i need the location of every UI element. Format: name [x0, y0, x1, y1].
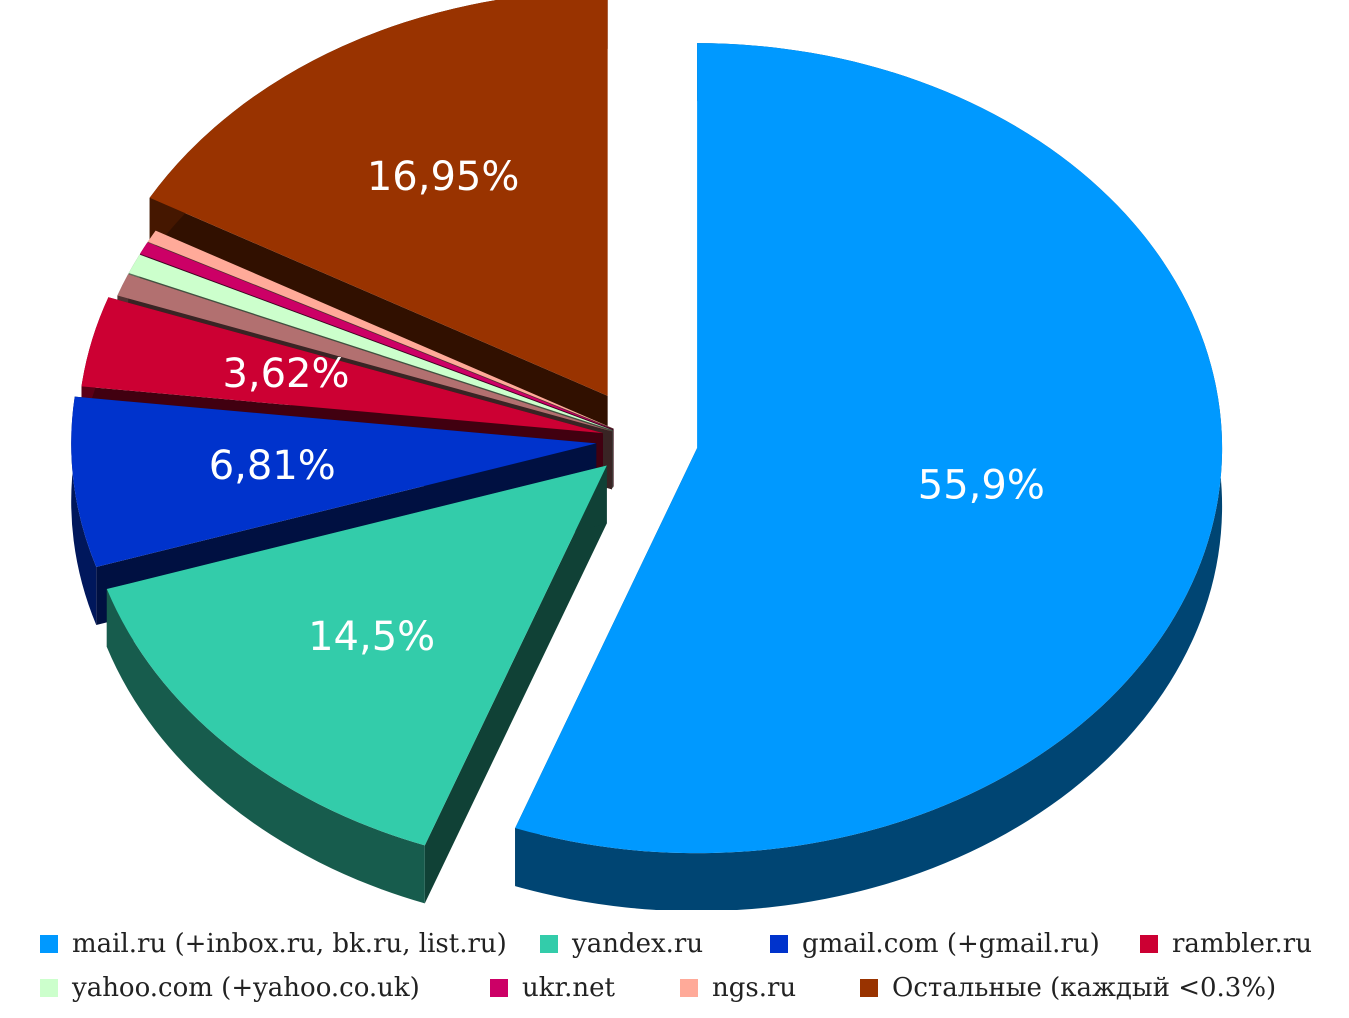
slice-label-0: 55,9%: [918, 462, 1045, 508]
slice-7: [147, 230, 614, 429]
slice-tops: [71, 0, 1223, 854]
legend-swatch: [40, 935, 58, 953]
legend-item: Остальные (каждый <0.3%): [860, 966, 1276, 1010]
slice-label-8: 16,95%: [367, 154, 520, 200]
legend-label: Остальные (каждый <0.3%): [892, 973, 1277, 1003]
legend-label: mail.ru (+inbox.ru, bk.ru, list.ru): [72, 929, 507, 959]
slice-label-1: 14,5%: [308, 614, 435, 660]
legend-item: yahoo.com (+yahoo.co.uk): [40, 966, 420, 1010]
legend-label: gmail.com (+gmail.ru): [802, 929, 1100, 959]
slice-6: [140, 242, 614, 430]
legend-item: rambler.ru: [1140, 922, 1312, 966]
slice-5: [128, 254, 613, 431]
slice-labels: 55,9% 14,5% 6,81% 3,62% 16,95%: [209, 154, 1045, 660]
legend-label: yandex.ru: [572, 929, 704, 959]
legend-item: ngs.ru: [680, 966, 796, 1010]
legend-swatch: [540, 935, 558, 953]
legend-row: yahoo.com (+yahoo.co.uk) ukr.net ngs.ru Ост…: [40, 966, 1330, 1010]
legend-item: mail.ru (+inbox.ru, bk.ru, list.ru): [40, 922, 507, 966]
slice-face-1-0: [424, 465, 607, 904]
legend-row: mail.ru (+inbox.ru, bk.ru, list.ru) yande…: [40, 922, 1330, 966]
legend-swatch: [490, 979, 508, 997]
legend-swatch: [860, 979, 878, 997]
legend-swatch: [40, 979, 58, 997]
pie-chart-svg: 55,9% 14,5% 6,81% 3,62% 16,95%: [71, 0, 1223, 910]
legend: mail.ru (+inbox.ru, bk.ru, list.ru) yande…: [40, 922, 1330, 1010]
slice-wall-1: [106, 589, 425, 904]
legend-label: ukr.net: [522, 973, 615, 1003]
slice-3: [81, 297, 603, 434]
slice-wall-2: [71, 396, 97, 626]
legend-item: gmail.com (+gmail.ru): [770, 922, 1100, 966]
legend-label: rambler.ru: [1172, 929, 1312, 959]
slice-0: [515, 43, 1223, 854]
legend-item: yandex.ru: [540, 922, 703, 966]
slice-label-2: 6,81%: [209, 443, 336, 489]
legend-item: ukr.net: [490, 966, 615, 1010]
slice-8: [149, 0, 608, 396]
legend-label: yahoo.com (+yahoo.co.uk): [72, 973, 420, 1003]
legend-swatch: [1140, 935, 1158, 953]
legend-swatch: [680, 979, 698, 997]
slice-1: [106, 465, 607, 846]
legend-swatch: [770, 935, 788, 953]
slice-2: [71, 396, 597, 568]
legend-label: ngs.ru: [712, 973, 797, 1003]
slice-label-3: 3,62%: [222, 351, 349, 397]
slice-4: [117, 274, 613, 432]
